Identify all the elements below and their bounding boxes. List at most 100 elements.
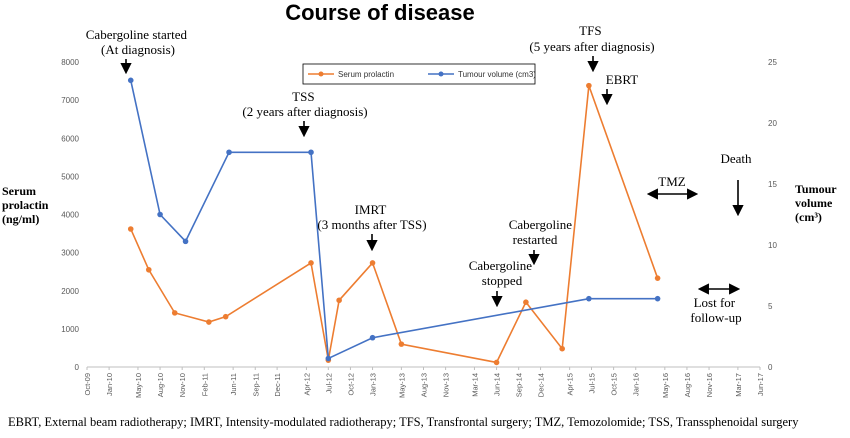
annotation-tfs-label: TFS (5 years after diagnosis) bbox=[529, 23, 654, 54]
annotation-cabergoline-stopped-line-2: stopped bbox=[482, 273, 523, 288]
annotation-tss: TSS (2 years after diagnosis) bbox=[242, 89, 368, 138]
serum-prolactin-point bbox=[145, 266, 152, 273]
left-axis-tick-label: 8000 bbox=[61, 58, 79, 67]
x-axis-tick-label: Jan-10 bbox=[105, 373, 114, 396]
x-axis-tick-label: Apr-12 bbox=[302, 373, 311, 396]
annotations: Cabergoline started (At diagnosis) TSS (… bbox=[86, 23, 752, 325]
x-axis-tick-label: Aug-10 bbox=[156, 373, 165, 397]
left-axis-tick-label: 1000 bbox=[61, 325, 79, 334]
annotation-tmz: TMZ bbox=[646, 174, 699, 200]
left-axis-tick-label: 3000 bbox=[61, 249, 79, 258]
tumour-volume-point bbox=[127, 77, 134, 84]
annotation-tfs-line-1: TFS bbox=[579, 23, 601, 38]
annotation-cabergoline-stopped-label: Cabergoline stopped bbox=[469, 258, 536, 288]
x-axis-tick-label: Jan-13 bbox=[369, 373, 378, 396]
annotation-ebrt-label: EBRT bbox=[606, 72, 639, 87]
annotation-tss-line-2: (2 years after diagnosis) bbox=[242, 104, 367, 119]
legend-dot-prolactin bbox=[318, 71, 324, 77]
tumour-volume-point bbox=[226, 149, 232, 156]
legend-dot-tumour bbox=[438, 71, 444, 77]
annotation-lost-follow-up: Lost for follow-up bbox=[690, 283, 742, 325]
series-layer bbox=[127, 77, 661, 366]
annotation-cabergoline-restarted-line-2: restarted bbox=[513, 232, 558, 247]
serum-prolactin-point bbox=[336, 297, 342, 304]
serum-prolactin-point bbox=[206, 319, 212, 325]
annotation-cabergoline-started-line-2: (At diagnosis) bbox=[101, 42, 175, 57]
serum-prolactin-point bbox=[127, 226, 134, 232]
left-axis-ticks: 0 1000 2000 3000 4000 5000 6000 7000 8000 bbox=[61, 58, 79, 372]
x-axis-tick-label: Sep-14 bbox=[515, 373, 524, 397]
annotation-cabergoline-stopped: Cabergoline stopped bbox=[469, 258, 536, 308]
serum-prolactin-point bbox=[308, 260, 314, 266]
annotation-death-label: Death bbox=[720, 151, 752, 166]
right-axis-label-line-2: volume bbox=[795, 196, 833, 210]
serum-prolactin-point bbox=[493, 359, 500, 366]
right-axis-tick-label: 10 bbox=[768, 241, 777, 250]
serum-prolactin-point bbox=[654, 275, 661, 281]
annotation-imrt-line-1: IMRT bbox=[355, 202, 387, 217]
right-axis-label: Tumour volume (cm³) bbox=[795, 182, 839, 224]
right-axis-tick-label: 15 bbox=[768, 180, 777, 189]
x-axis-tick-label: Jun-14 bbox=[493, 373, 502, 396]
right-axis-ticks: 0 5 10 15 20 25 bbox=[768, 58, 777, 372]
x-axis-tick-label: Feb-11 bbox=[200, 373, 209, 396]
x-axis-tick-label: Apr-15 bbox=[566, 373, 575, 396]
left-axis-tick-label: 4000 bbox=[61, 211, 79, 220]
tumour-volume-point bbox=[182, 238, 189, 245]
x-axis-tick-label: Aug-13 bbox=[420, 373, 429, 397]
annotation-cabergoline-started-line-1: Cabergoline started bbox=[86, 27, 188, 42]
left-axis-label-line-3: (ng/ml) bbox=[2, 212, 39, 226]
x-axis-tick-label: May-13 bbox=[397, 373, 406, 398]
serum-prolactin-point bbox=[586, 82, 592, 89]
x-axis-tick-label: Mar-17 bbox=[734, 373, 743, 397]
right-axis-label-line-1: Tumour bbox=[795, 182, 837, 196]
annotation-imrt-label: IMRT (3 months after TSS) bbox=[317, 202, 426, 232]
right-axis-tick-label: 20 bbox=[768, 119, 777, 128]
annotation-lost-follow-up-label: Lost for follow-up bbox=[690, 295, 741, 325]
legend-box bbox=[302, 63, 536, 85]
x-axis-ticks: Oct-09 Jan-10 May-10 Aug-10 Nov-10 Feb-11 Jun-… bbox=[83, 367, 765, 398]
tumour-volume-point bbox=[369, 334, 376, 341]
right-axis-tick-label: 0 bbox=[768, 363, 773, 372]
serum-prolactin-point bbox=[559, 345, 565, 352]
left-axis-label-line-2: prolactin bbox=[2, 198, 49, 212]
tumour-volume-point bbox=[586, 295, 592, 302]
legend: Serum prolactin Tumour volume (cm3) bbox=[302, 63, 536, 85]
tumour-volume-point bbox=[157, 211, 163, 218]
annotation-cabergoline-stopped-line-1: Cabergoline bbox=[469, 258, 533, 273]
serum-prolactin-point bbox=[398, 341, 405, 347]
annotation-tss-line-1: TSS bbox=[292, 89, 314, 104]
x-axis-tick-label: Jul-15 bbox=[588, 373, 597, 393]
annotation-imrt: IMRT (3 months after TSS) bbox=[317, 202, 427, 252]
right-axis-label-line-3: (cm³) bbox=[795, 210, 822, 224]
x-axis-tick-label: Aug-16 bbox=[683, 373, 692, 397]
x-axis-tick-label: Sep-11 bbox=[251, 373, 260, 397]
annotation-cabergoline-started-label: Cabergoline started (At diagnosis) bbox=[86, 27, 190, 57]
annotation-cabergoline-restarted: Cabergoline restarted bbox=[509, 217, 576, 266]
tumour-volume-point bbox=[308, 149, 314, 156]
serum-prolactin-point bbox=[369, 260, 376, 266]
annotation-lost-follow-up-line-1: Lost for bbox=[694, 295, 736, 310]
x-axis-tick-label: Mar-14 bbox=[470, 373, 479, 397]
annotation-imrt-line-2: (3 months after TSS) bbox=[317, 217, 426, 232]
x-axis-tick-label: Jul-12 bbox=[324, 373, 333, 393]
left-axis-tick-label: 2000 bbox=[61, 287, 79, 296]
right-axis-tick-label: 25 bbox=[768, 58, 777, 67]
x-axis-tick-label: Oct-15 bbox=[610, 373, 619, 396]
annotation-tfs: TFS (5 years after diagnosis) bbox=[529, 23, 655, 73]
left-axis-tick-label: 7000 bbox=[61, 96, 79, 105]
chart-title: Course of disease bbox=[285, 0, 475, 25]
x-axis-tick-label: Nov-16 bbox=[705, 373, 714, 397]
annotation-cabergoline-started: Cabergoline started (At diagnosis) bbox=[86, 27, 190, 75]
x-axis-tick-label: Nov-13 bbox=[442, 373, 451, 397]
x-axis-tick-label: Nov-10 bbox=[178, 373, 187, 397]
serum-prolactin-point bbox=[523, 299, 529, 305]
annotation-lost-follow-up-line-2: follow-up bbox=[690, 310, 741, 325]
annotation-death: Death bbox=[720, 151, 752, 217]
x-axis-tick-label: May-16 bbox=[661, 373, 670, 398]
x-axis-tick-label: Jan-16 bbox=[632, 373, 641, 396]
annotation-cabergoline-restarted-label: Cabergoline restarted bbox=[509, 217, 576, 247]
x-axis-tick-label: Jun-17 bbox=[756, 373, 765, 396]
left-axis-label: Serum prolactin (ng/ml) bbox=[2, 184, 51, 226]
x-axis-tick-label: Oct-12 bbox=[346, 373, 355, 396]
